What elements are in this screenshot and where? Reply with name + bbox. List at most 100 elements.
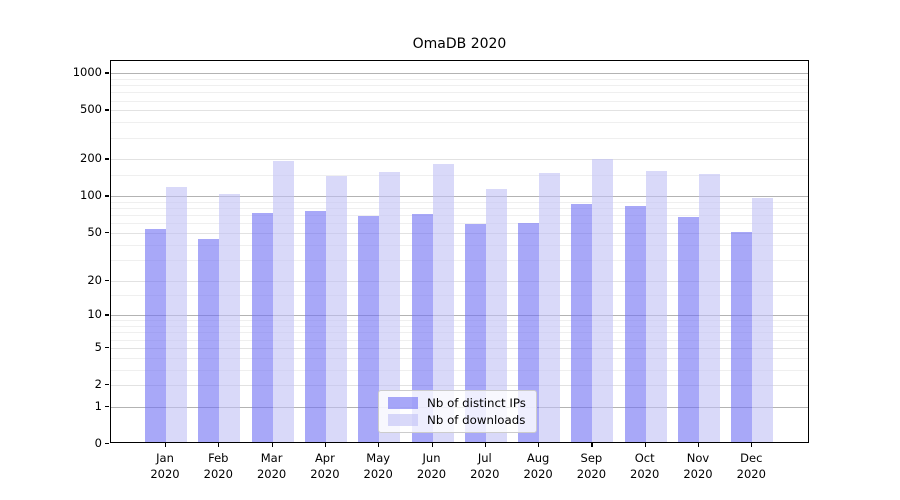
y-tick-mark [105, 72, 109, 74]
x-tick-mark [431, 443, 433, 447]
gridline-minor [111, 244, 808, 246]
bar-downloads [432, 163, 454, 442]
bar-distinct-ips [464, 224, 486, 442]
gridline-minor [111, 100, 808, 102]
x-tick-mark [218, 443, 220, 447]
x-tick-month: Jun [422, 451, 441, 465]
bar-downloads [379, 172, 401, 442]
legend: Nb of distinct IPs Nb of downloads [378, 390, 537, 433]
gridline-minor [111, 208, 808, 210]
y-tick-label: 10 [87, 307, 102, 322]
gridline-major [111, 196, 808, 198]
x-tick-mark [591, 443, 593, 447]
plot-area: Nb of distinct IPs Nb of downloads [110, 60, 809, 443]
gridline [111, 233, 808, 235]
y-tick-label: 50 [87, 225, 102, 240]
x-tick-year: 2020 [630, 466, 660, 481]
y-tick-label: 1000 [72, 65, 102, 80]
x-tick-month: Aug [526, 451, 550, 465]
bar-distinct-ips [571, 204, 593, 442]
bar-downloads [539, 172, 561, 442]
x-tick-month: Jul [477, 451, 492, 465]
bar-distinct-ips [358, 215, 380, 442]
bar-downloads [325, 175, 347, 442]
y-tick-mark [105, 346, 109, 349]
y-tick-label: 5 [94, 339, 102, 354]
bar-distinct-ips [678, 217, 699, 442]
x-tick-label: Aug 2020 [508, 451, 568, 482]
y-tick-label: 500 [80, 102, 102, 117]
x-tick-year: 2020 [203, 466, 233, 481]
legend-label: Nb of downloads [427, 413, 526, 427]
x-tick-year: 2020 [736, 466, 766, 481]
gridline-minor [111, 223, 808, 225]
x-tick-year: 2020 [310, 466, 340, 481]
bar-downloads [699, 174, 720, 442]
y-tick-mark [105, 195, 109, 197]
bar-downloads [645, 170, 667, 442]
x-tick-label: May 2020 [348, 451, 408, 482]
x-tick-label: Mar 2020 [242, 451, 302, 482]
gridline-minor [111, 320, 808, 322]
x-tick-mark [644, 443, 646, 447]
bar-distinct-ips [198, 238, 220, 442]
gridline [111, 110, 808, 112]
y-tick-mark [105, 158, 109, 160]
x-tick-year: 2020 [150, 466, 180, 481]
gridline-minor [111, 259, 808, 261]
x-tick-mark [538, 443, 540, 447]
bar-downloads [219, 194, 241, 442]
legend-entry: Nb of downloads [388, 413, 526, 427]
x-tick-label: Apr 2020 [295, 451, 355, 482]
y-tick-mark [105, 279, 109, 281]
x-tick-year: 2020 [363, 466, 393, 481]
legend-label: Nb of distinct IPs [427, 396, 526, 410]
y-tick-mark [105, 384, 109, 386]
x-tick-month: May [366, 451, 391, 465]
y-tick-mark [105, 405, 109, 407]
y-tick-mark [105, 232, 109, 234]
gridline-minor [111, 295, 808, 297]
x-tick-mark [324, 443, 327, 447]
x-tick-label: Jun 2020 [402, 451, 462, 482]
legend-swatch-distinct-ips [388, 397, 418, 409]
x-tick-mark [271, 443, 273, 447]
legend-swatch-downloads [388, 414, 418, 426]
x-tick-label: Nov 2020 [668, 451, 728, 482]
chart-title: OmaDB 2020 [412, 36, 507, 52]
bar-downloads [272, 161, 294, 442]
x-tick-month: Dec [740, 451, 763, 465]
x-tick-label: Jan 2020 [135, 451, 195, 482]
bar-downloads [166, 187, 187, 442]
gridline-minor [111, 369, 808, 371]
x-tick-label: Jul 2020 [455, 451, 515, 482]
x-tick-mark [484, 443, 486, 447]
y-tick-label: 2 [94, 377, 102, 392]
x-tick-year: 2020 [523, 466, 553, 481]
bar-downloads [592, 158, 614, 442]
x-tick-mark [165, 443, 167, 447]
x-tick-month: Feb [208, 451, 229, 465]
y-tick-label: 20 [87, 272, 102, 287]
x-tick-month: Apr [314, 451, 335, 465]
x-tick-year: 2020 [683, 466, 713, 481]
gridline [111, 385, 808, 387]
x-tick-label: Dec 2020 [721, 451, 781, 482]
y-tick-mark [105, 109, 109, 111]
x-tick-month: Mar [260, 451, 283, 465]
x-tick-label: Oct 2020 [615, 451, 675, 482]
y-tick-label: 0 [94, 436, 102, 450]
bar-distinct-ips [251, 213, 273, 442]
y-tick-mark [105, 443, 109, 445]
y-tick-mark [105, 314, 109, 316]
gridline [111, 159, 808, 161]
gridline-minor [111, 92, 808, 94]
bar-downloads [485, 189, 507, 442]
x-tick-year: 2020 [416, 466, 447, 481]
gridline-minor [111, 357, 808, 359]
x-tick-mark [378, 443, 380, 447]
x-tick-month: Nov [686, 451, 710, 465]
legend-entry: Nb of distinct IPs [388, 396, 526, 410]
x-tick-mark [751, 443, 753, 447]
